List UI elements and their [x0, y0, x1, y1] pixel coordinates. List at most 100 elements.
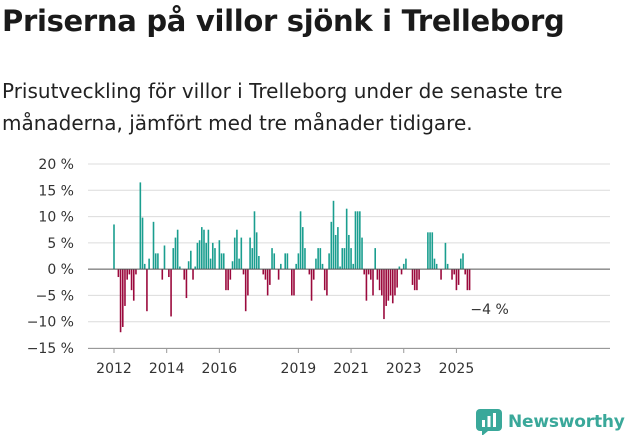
- bar: [227, 269, 229, 291]
- bar: [380, 269, 383, 296]
- bar: [315, 258, 317, 270]
- bar: [157, 253, 159, 270]
- bar: [376, 269, 379, 280]
- bar: [446, 263, 449, 270]
- bar: [304, 248, 306, 270]
- bar: [168, 269, 170, 278]
- bar: [258, 256, 260, 270]
- bar: [405, 258, 407, 270]
- bar: [170, 269, 172, 317]
- bar: [192, 269, 194, 280]
- bar: [394, 269, 396, 296]
- bar: [266, 269, 269, 296]
- bar: [290, 269, 293, 296]
- bar: [119, 269, 122, 333]
- bar-chart: 20 % 15 % 10 % 5 % 0 % −5 % −10 % −15 % 2012 2014…: [27, 157, 610, 377]
- bar: [190, 250, 192, 270]
- bar: [416, 269, 418, 291]
- bar: [457, 269, 460, 285]
- bar: [323, 269, 326, 291]
- bar: [225, 269, 227, 291]
- bar: [455, 269, 458, 291]
- bar: [350, 248, 352, 270]
- bar: [310, 269, 313, 301]
- bar: [196, 242, 199, 270]
- bar: [332, 200, 335, 270]
- bar: [264, 269, 267, 280]
- page-subtitle: Prisutveckling för villor i Trelleborg u…: [2, 79, 563, 135]
- bar: [359, 211, 361, 270]
- bar: [462, 253, 464, 270]
- bar: [240, 237, 243, 270]
- bar: [383, 269, 385, 320]
- bar: [319, 248, 322, 270]
- bar: [247, 269, 249, 296]
- bar: [370, 269, 372, 280]
- bar: [185, 269, 188, 299]
- x-tick-label: 2012: [96, 361, 132, 377]
- bar: [330, 221, 333, 270]
- bar: [135, 269, 137, 275]
- bar: [152, 221, 155, 270]
- bar: [339, 266, 341, 270]
- brand-logo: Newsworthy: [476, 406, 625, 438]
- bar: [242, 269, 245, 275]
- bar: [284, 253, 287, 270]
- bar: [146, 269, 148, 312]
- bar: [229, 269, 232, 280]
- bar: [194, 266, 197, 270]
- bar: [352, 263, 355, 270]
- bar: [205, 242, 207, 270]
- x-tick-label: 2021: [333, 361, 369, 377]
- bar: [363, 269, 366, 275]
- bar: [321, 263, 324, 270]
- y-tick-label: 10 %: [38, 210, 74, 226]
- y-tick-label: −5 %: [36, 288, 74, 304]
- bar: [348, 234, 350, 270]
- y-tick-label: 5 %: [47, 236, 74, 252]
- bar: [143, 263, 146, 270]
- bar: [293, 269, 295, 296]
- bar: [113, 224, 115, 270]
- bar: [341, 248, 344, 270]
- bar: [233, 237, 236, 270]
- bar: [214, 248, 216, 270]
- bar: [378, 269, 381, 291]
- bar: [361, 237, 363, 270]
- newsworthy-logo-icon: [476, 409, 502, 435]
- bar: [124, 269, 126, 306]
- bar: [427, 232, 429, 270]
- bar: [312, 269, 315, 280]
- bar: [238, 258, 240, 270]
- bar: [411, 269, 414, 285]
- bar: [286, 253, 289, 270]
- bar: [209, 258, 212, 270]
- bar: [398, 266, 401, 270]
- bar: [301, 227, 304, 270]
- bar: [198, 240, 201, 270]
- bar: [251, 248, 254, 270]
- bar: [402, 263, 405, 270]
- bar: [365, 269, 368, 301]
- bar: [468, 269, 471, 291]
- bar: [299, 211, 302, 270]
- x-tick-label: 2014: [149, 361, 185, 377]
- bar: [433, 258, 436, 270]
- bar: [429, 232, 431, 270]
- bar: [317, 248, 319, 270]
- bar: [139, 182, 142, 270]
- bar: [326, 269, 328, 296]
- y-tick-label: 0 %: [47, 262, 74, 278]
- brand-name: Newsworthy: [508, 412, 625, 432]
- bar: [328, 253, 330, 270]
- bar: [128, 269, 131, 275]
- x-tick-label: 2023: [386, 361, 422, 377]
- y-tick-label: 20 %: [38, 157, 74, 173]
- bar: [126, 269, 128, 280]
- bar: [255, 232, 258, 270]
- bar: [222, 253, 225, 270]
- bar: [356, 211, 359, 270]
- bar: [244, 269, 247, 312]
- bar: [203, 229, 205, 270]
- bar: [218, 240, 221, 270]
